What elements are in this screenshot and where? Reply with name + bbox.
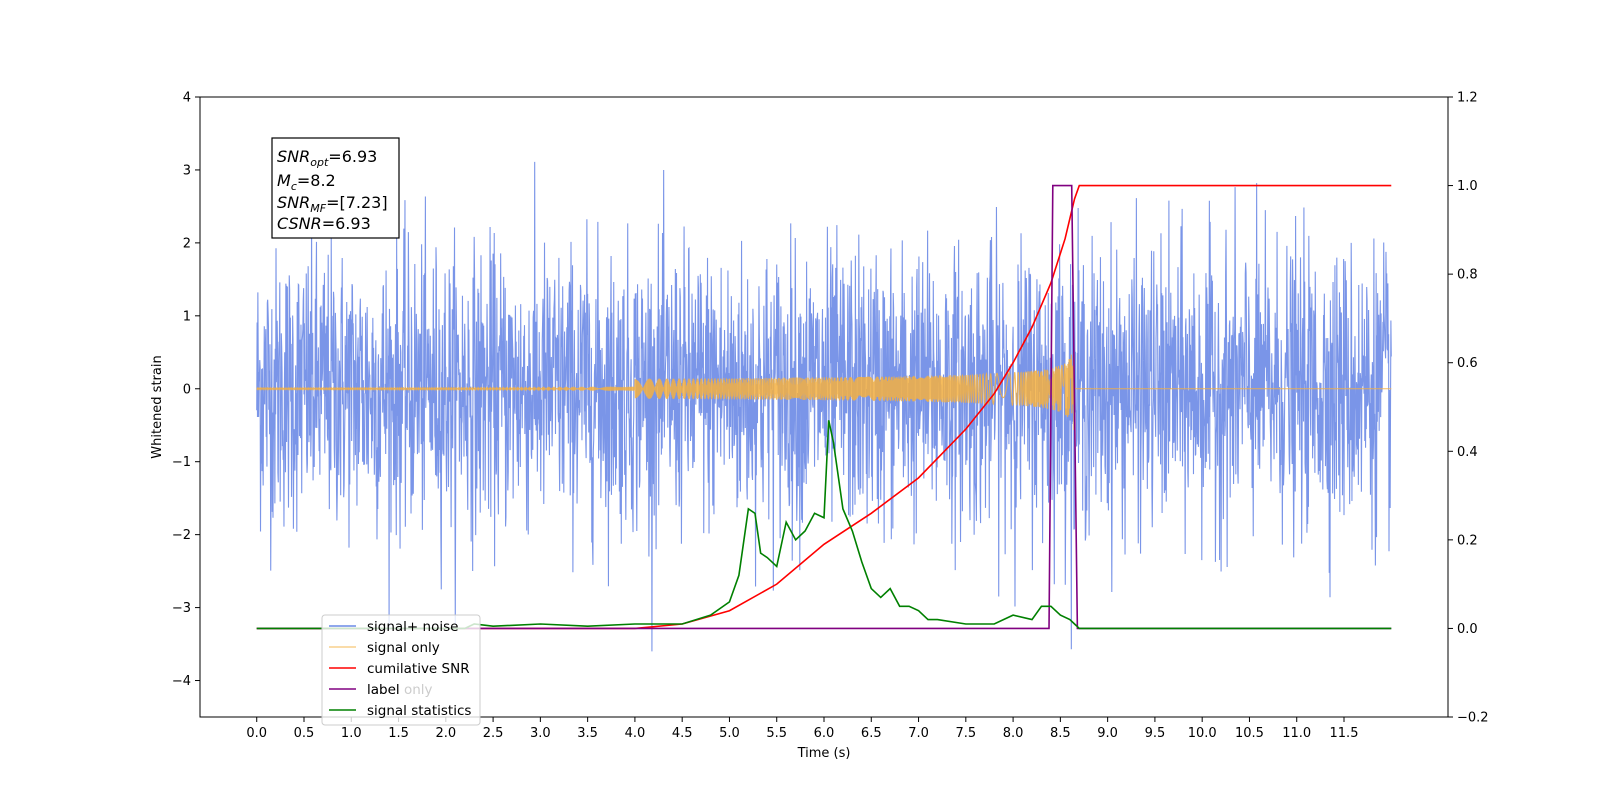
legend-label-signal-only: signal only <box>367 640 440 656</box>
info-box: SNRopt=6.93 Mc=8.2 SNRMF=[7.23] CSNR=6.9… <box>271 137 400 239</box>
x-tick-label: 6.5 <box>861 726 882 741</box>
y-tick-label: −2 <box>172 528 191 543</box>
y-tick-label: 1 <box>183 309 191 324</box>
x-tick-label: 7.0 <box>908 726 929 741</box>
x-tick-label: 7.5 <box>955 726 976 741</box>
y-tick-label: 3 <box>183 163 191 178</box>
series-cumulative-snr <box>256 184 1392 630</box>
legend: signal+ noise signal only cumilative SNR… <box>321 614 481 726</box>
x-tick-label: 3.0 <box>530 726 551 741</box>
x-tick-label: 4.0 <box>625 726 646 741</box>
legend-label-label: label <box>367 682 400 698</box>
x-tick-label: 2.0 <box>435 726 456 741</box>
snr-mf-text: SNRMF=[7.23] <box>277 193 388 215</box>
x-tick-label: 8.5 <box>1050 726 1071 741</box>
x-tick-label: 9.5 <box>1145 726 1166 741</box>
y2-tick-label: −0.2 <box>1457 711 1489 726</box>
x-axis-label: Time (s) <box>797 746 851 761</box>
y2-tick-label: 0.8 <box>1457 268 1478 283</box>
y-axis-left: 4 3 2 1 0 −1 −2 −3 −4 <box>172 91 200 689</box>
y-tick-label: 4 <box>183 91 191 106</box>
series-layer <box>256 161 1392 652</box>
legend-label-signal-noise: signal+ noise <box>367 619 458 635</box>
x-tick-label: 10.0 <box>1188 726 1217 741</box>
y-tick-label: −3 <box>172 601 191 616</box>
y2-tick-label: 0.2 <box>1457 533 1478 548</box>
x-tick-label: 10.5 <box>1235 726 1264 741</box>
x-tick-label: 5.0 <box>719 726 740 741</box>
legend-frame <box>321 614 481 726</box>
snr-opt-text: SNRopt=6.93 <box>277 147 377 169</box>
y-tick-label: 2 <box>183 236 191 251</box>
y2-tick-label: 0.6 <box>1457 356 1478 371</box>
csnr-text: CSNR=6.93 <box>277 214 371 233</box>
y-axis-right: 1.2 1.0 0.8 0.6 0.4 0.2 0.0 −0.2 <box>1448 91 1489 726</box>
x-tick-label: 3.5 <box>577 726 598 741</box>
x-axis: 0.0 0.5 1.0 1.5 2.0 2.5 3.0 3.5 4.0 4.5 5.0 5.5 6.0 6… <box>246 717 1358 741</box>
y2-tick-label: 1.2 <box>1457 91 1478 106</box>
y-tick-label: 0 <box>183 382 191 397</box>
x-tick-label: 11.0 <box>1282 726 1311 741</box>
series-signal-only <box>256 342 1392 431</box>
x-tick-label: 4.5 <box>672 726 693 741</box>
y2-tick-label: 0.0 <box>1457 622 1478 637</box>
legend-label-label-only: label only <box>367 682 433 698</box>
series-signal-statistics <box>256 420 1392 630</box>
chirp-mass-text: Mc=8.2 <box>277 171 336 193</box>
x-tick-label: 1.5 <box>388 726 409 741</box>
legend-label-cumulative-snr: cumilative SNR <box>367 661 470 677</box>
y-tick-label: −1 <box>172 455 191 470</box>
x-tick-label: 0.0 <box>246 726 267 741</box>
y2-tick-label: 0.4 <box>1457 445 1478 460</box>
y2-tick-label: 1.0 <box>1457 179 1478 194</box>
x-tick-label: 2.5 <box>483 726 504 741</box>
y-axis-label: Whitened strain <box>150 355 165 458</box>
x-tick-label: 1.0 <box>341 726 362 741</box>
x-tick-label: 9.0 <box>1097 726 1118 741</box>
x-tick-label: 6.0 <box>814 726 835 741</box>
x-tick-label: 11.5 <box>1330 726 1359 741</box>
x-tick-label: 5.5 <box>766 726 787 741</box>
x-tick-label: 8.0 <box>1003 726 1024 741</box>
info-box-frame <box>271 137 400 239</box>
x-tick-label: 0.5 <box>294 726 315 741</box>
y-tick-label: −4 <box>172 674 191 689</box>
legend-label-signal-statistics: signal statistics <box>367 703 471 719</box>
